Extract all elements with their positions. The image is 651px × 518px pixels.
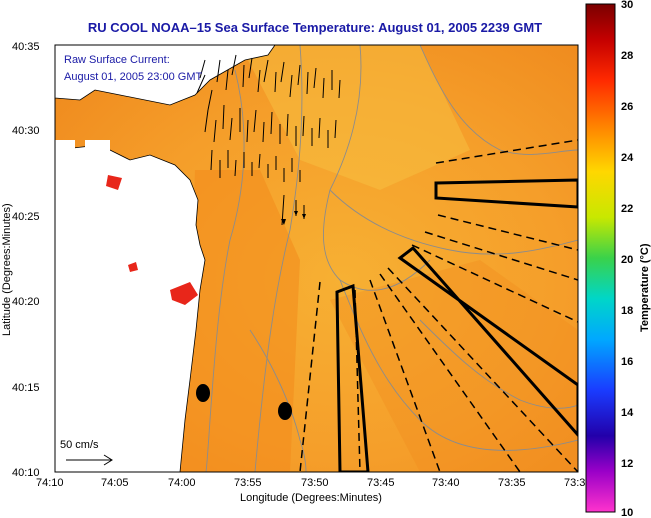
sampling-transects: [299, 139, 578, 472]
x-tick: 74:00: [168, 477, 196, 489]
colorbar-tick: 20: [621, 254, 633, 266]
x-tick: 73:35: [498, 477, 526, 489]
current-label: Raw Surface Current:: [64, 54, 170, 66]
y-tick: 40:10: [12, 467, 40, 479]
current-vector-heads: [281, 211, 306, 225]
y-tick: 40:35: [12, 41, 40, 53]
scale-label: 50 cm/s: [60, 439, 99, 451]
x-tick: 73:40: [432, 477, 460, 489]
scale-arrow: [66, 454, 113, 466]
colorbar-label: Temperature (°C): [639, 243, 651, 332]
buoy-marker[interactable]: [278, 402, 292, 420]
x-axis-label: Longitude (Degrees:Minutes): [240, 492, 382, 504]
x-tick: 73:50: [301, 477, 329, 489]
plot-frame: [54, 44, 579, 473]
x-tick: 73:45: [367, 477, 395, 489]
surface-current-vectors: [196, 54, 341, 226]
colorbar-tick: 22: [621, 203, 633, 215]
y-axis-label: Latitude (Degrees:Minutes): [1, 203, 13, 336]
warm-bay-spot: [106, 175, 122, 190]
y-tick: 40:30: [12, 125, 40, 137]
y-tick: 40:15: [12, 382, 40, 394]
colorbar-tick: 26: [621, 101, 633, 113]
x-axis: 74:10 74:05 74:00 73:55 73:50 73:45 73:4…: [36, 477, 585, 504]
colorbar-tick: 18: [621, 305, 633, 317]
colorbar-tick: 28: [621, 50, 633, 62]
x-tick: 74:10: [36, 477, 64, 489]
colorbar-tick: 10: [621, 507, 633, 518]
raritan-bay-cloud: [55, 140, 75, 165]
y-axis: 40:35 40:30 40:25 40:20 40:15 40:10 Lati…: [1, 41, 40, 479]
warm-offshore-patch: [330, 260, 578, 472]
colorbar-tick: 12: [621, 458, 633, 470]
y-tick: 40:20: [12, 296, 40, 308]
warm-bay-spot: [128, 262, 138, 272]
cloud-patch: [85, 140, 110, 160]
x-tick: 73:55: [234, 477, 262, 489]
colorbar: [585, 3, 616, 513]
bathymetry-contours: [205, 45, 578, 472]
x-tick: 73:3: [564, 477, 585, 489]
land-new-jersey: [55, 144, 206, 472]
y-tick: 40:25: [12, 211, 40, 223]
colorbar-tick: 24: [621, 152, 634, 164]
cool-plume: [240, 45, 470, 190]
colorbar-tick: 14: [621, 407, 634, 419]
colorbar-tick: 16: [621, 356, 633, 368]
warm-bay-spot: [170, 282, 198, 305]
buoy-marker[interactable]: [196, 384, 210, 402]
x-tick: 74:05: [101, 477, 129, 489]
colorbar-tick: 30: [621, 0, 633, 11]
current-time: August 01, 2005 23:00 GMT: [64, 71, 202, 83]
colorbar-ticks: 30 28 26 24 22 20 18 16 14 12 10: [621, 0, 634, 518]
map-title: RU COOL NOAA–15 Sea Surface Temperature:…: [87, 20, 543, 35]
